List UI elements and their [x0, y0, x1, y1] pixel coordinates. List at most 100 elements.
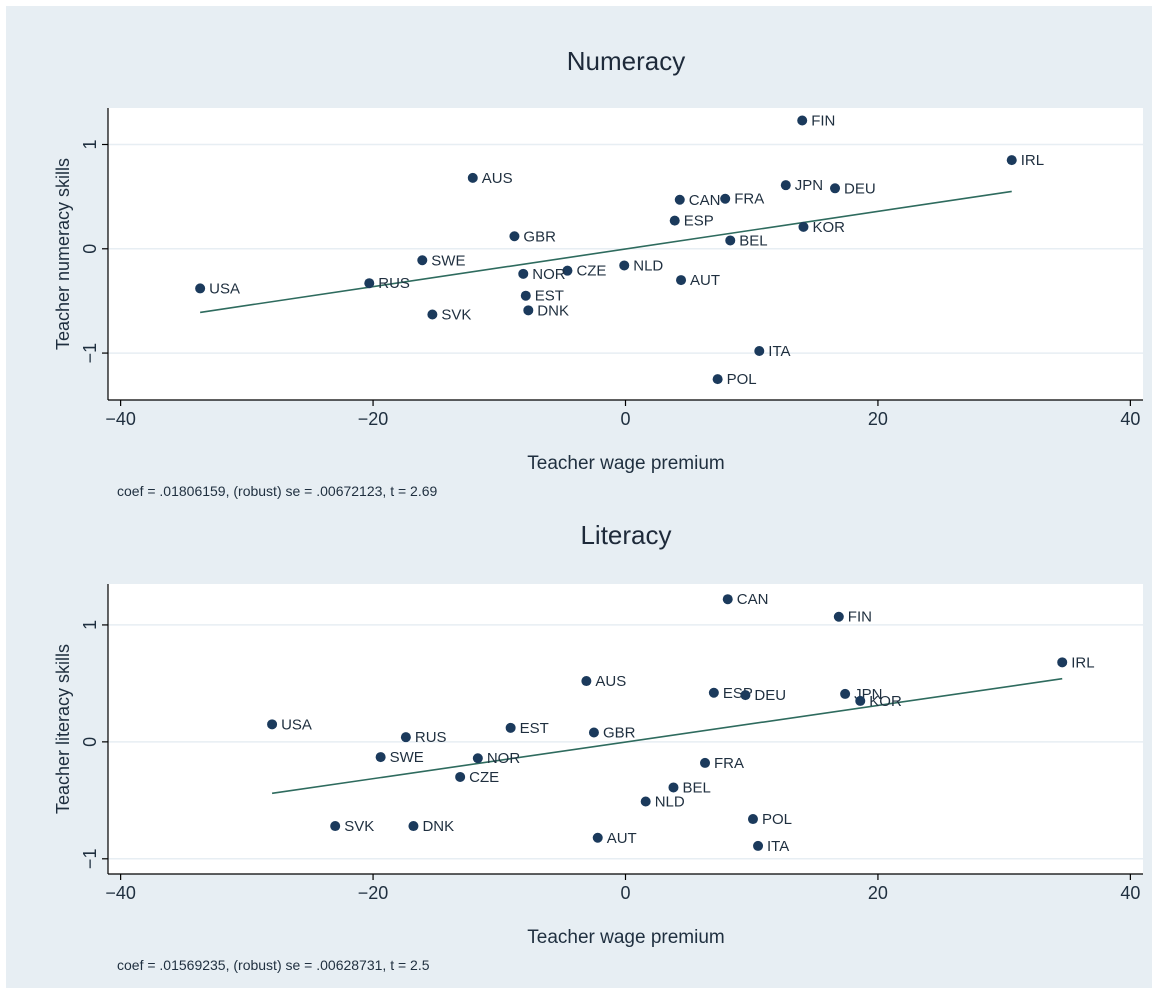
point-label: DNK	[422, 818, 454, 835]
point-label: RUS	[378, 275, 410, 292]
data-point-dnk	[523, 305, 534, 316]
x-tick-label: −40	[105, 409, 136, 429]
point-label: DNK	[537, 302, 569, 319]
data-point-can	[674, 194, 685, 205]
point-label: IRL	[1071, 654, 1094, 671]
point-label: GBR	[523, 228, 556, 245]
point-label: FIN	[848, 609, 872, 626]
point-label: POL	[762, 811, 792, 828]
point-label: CZE	[576, 263, 606, 280]
fit-line-group	[200, 190, 1012, 314]
point-label: CZE	[469, 769, 499, 786]
x-tick-label: 0	[620, 883, 630, 903]
point-label: NOR	[487, 750, 521, 767]
x-tick-label: −20	[358, 883, 389, 903]
x-tick-label: 40	[1120, 883, 1140, 903]
regression-note: coef = .01569235, (robust) se = .0062873…	[117, 957, 430, 973]
data-point-jpn	[780, 180, 791, 191]
x-tick-label: 40	[1120, 409, 1140, 429]
point-label: FRA	[714, 755, 744, 772]
data-point-kor	[855, 695, 866, 706]
point-label: FIN	[811, 113, 835, 130]
data-point-kor	[798, 221, 809, 232]
panel-title: Literacy	[580, 520, 671, 550]
point-label: BEL	[682, 779, 710, 796]
data-point-fin	[797, 115, 808, 126]
point-label: BEL	[739, 232, 767, 249]
point-label: AUS	[595, 673, 626, 690]
y-tick-label: 0	[80, 737, 100, 747]
point-label: USA	[209, 280, 240, 297]
fit-line	[200, 190, 1012, 314]
data-point-fra	[720, 193, 731, 204]
data-point-fra	[700, 757, 711, 768]
data-point-pol	[712, 374, 723, 385]
point-label: SWE	[390, 749, 424, 766]
point-label: ESP	[684, 213, 714, 230]
data-point-fin	[833, 611, 844, 622]
point-label: SVK	[441, 306, 471, 323]
data-point-aus	[581, 676, 592, 687]
data-point-aut	[592, 832, 603, 843]
data-point-gbr	[509, 231, 520, 242]
numeracy-panel: Numeracy FIN IRL AUS JPN DEU CAN FRA ESP KOR GBR B…	[53, 46, 1143, 499]
data-point-swe	[375, 752, 386, 763]
data-point-aut	[676, 275, 687, 286]
point-label: ITA	[767, 838, 789, 855]
x-axis: −40 −20 0 20 40	[105, 399, 1143, 429]
data-point-est	[505, 722, 516, 733]
point-label: EST	[520, 720, 549, 737]
point-label: AUT	[690, 272, 720, 289]
x-tick-label: −20	[358, 409, 389, 429]
data-point-irl	[1057, 657, 1068, 668]
data-point-irl	[1006, 155, 1017, 166]
y-tick-label: −1	[80, 343, 100, 364]
data-points: FIN IRL AUS JPN DEU CAN FRA ESP KOR GBR BEL SWE NLD C…	[195, 113, 1044, 388]
y-tick-label: −1	[80, 849, 100, 870]
data-point-usa	[267, 719, 278, 730]
point-label: KOR	[812, 219, 845, 236]
data-point-cze	[562, 265, 573, 276]
y-tick-label: 1	[80, 139, 100, 149]
data-point-nld	[640, 796, 651, 807]
point-label: GBR	[603, 725, 636, 742]
point-label: KOR	[869, 693, 902, 710]
point-label: DEU	[754, 687, 786, 704]
point-label: ITA	[768, 343, 790, 360]
point-label: DEU	[844, 180, 876, 197]
data-point-nor	[472, 753, 483, 764]
data-point-aus	[467, 172, 478, 183]
point-label: RUS	[415, 729, 447, 746]
regression-note: coef = .01806159, (robust) se = .0067212…	[117, 483, 438, 499]
plot-area	[108, 108, 1143, 400]
data-point-can	[722, 594, 733, 605]
x-tick-label: 20	[868, 409, 888, 429]
data-point-deu	[830, 183, 841, 194]
point-label: AUT	[607, 830, 637, 847]
panel-title: Numeracy	[567, 46, 685, 76]
data-point-swe	[417, 255, 428, 266]
x-tick-label: −40	[105, 883, 136, 903]
data-point-bel	[725, 235, 736, 246]
point-label: POL	[727, 371, 757, 388]
y-axis: −1 0 1	[80, 108, 109, 400]
data-point-deu	[740, 690, 751, 701]
data-point-usa	[195, 283, 206, 294]
data-point-rus	[400, 732, 411, 743]
point-label: SVK	[344, 818, 374, 835]
point-label: NOR	[532, 266, 566, 283]
data-point-nld	[619, 260, 630, 271]
y-axis-label: Teacher literacy skills	[53, 644, 73, 814]
y-tick-label: 0	[80, 244, 100, 254]
y-axis-label: Teacher numeracy skills	[53, 158, 73, 350]
data-point-cze	[455, 771, 466, 782]
data-point-dnk	[408, 821, 419, 832]
x-axis: −40 −20 0 20 40	[105, 873, 1143, 903]
fit-line	[271, 677, 1063, 795]
point-label: NLD	[655, 794, 685, 811]
x-axis-label: Teacher wage premium	[527, 453, 724, 474]
x-tick-label: 20	[868, 883, 888, 903]
